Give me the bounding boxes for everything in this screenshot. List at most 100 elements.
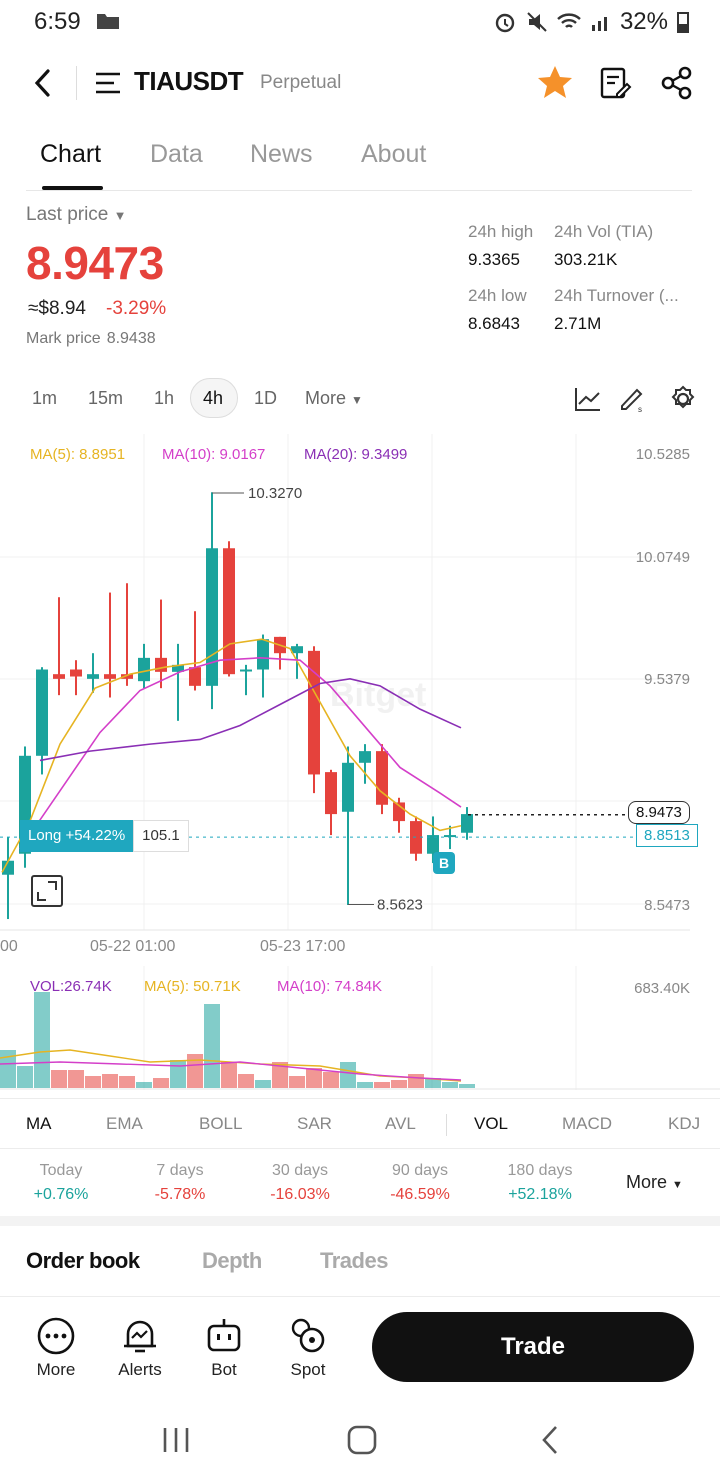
home-icon[interactable] [346, 1424, 378, 1456]
vol-ma10-legend: MA(10): 74.84K [277, 978, 383, 995]
interval-1m[interactable]: 1m [32, 388, 58, 408]
share-icon[interactable] [660, 66, 694, 100]
indicator-boll[interactable]: BOLL [199, 1114, 243, 1133]
mute-icon [527, 12, 547, 32]
trade-button[interactable]: Trade [372, 1312, 694, 1382]
bot-label[interactable]: Bot [211, 1360, 237, 1379]
tab-order-book[interactable]: Order book [26, 1248, 140, 1273]
indicator-avl[interactable]: AVL [385, 1114, 416, 1133]
interval-more-label: More [305, 388, 347, 408]
spot-coins-icon[interactable] [288, 1316, 328, 1356]
system-nav-bar [0, 1400, 720, 1480]
volume-bar [204, 1004, 220, 1088]
candle-body [87, 674, 99, 679]
low-value: 8.6843 [468, 314, 520, 333]
fullscreen-icon[interactable] [30, 874, 64, 908]
wifi-icon [557, 13, 581, 28]
indicator-sar[interactable]: SAR [297, 1114, 332, 1133]
candlestick-chart[interactable]: Bitget 10.3270 8.5623 [0, 434, 720, 964]
indicator-ema[interactable]: EMA [106, 1114, 143, 1133]
indicator-vol[interactable]: VOL [474, 1114, 509, 1133]
position-qty: 105.1 [133, 820, 189, 852]
current-price-tag: 8.9473 [628, 801, 690, 824]
ma-lines [1, 638, 462, 873]
volume-chart [0, 966, 720, 1090]
candle-body [138, 657, 150, 682]
buy-marker: B [433, 852, 455, 874]
last-price-selector[interactable]: Last price ▼ [26, 204, 127, 226]
candle-body [257, 639, 269, 670]
nav-back-icon[interactable] [538, 1424, 562, 1456]
x-axis-label-2: 05-22 01:00 [90, 938, 176, 955]
volume-bar [136, 1082, 152, 1088]
volume-bar [340, 1062, 356, 1088]
vol-label: 24h Vol (TIA) [554, 222, 654, 241]
recent-apps-icon[interactable] [160, 1426, 192, 1454]
volume-bar [255, 1080, 271, 1088]
settings-gear-icon[interactable] [668, 384, 698, 414]
indicator-ma[interactable]: MA [26, 1114, 52, 1133]
candle-body [359, 751, 371, 763]
indicator-kdj[interactable]: KDJ [668, 1114, 701, 1133]
volume-bar [85, 1076, 101, 1088]
y-axis-label-5: 8.5473 [644, 897, 690, 914]
candle-body [206, 548, 218, 686]
high-label: 24h high [468, 222, 534, 241]
status-time: 6:59 [34, 8, 81, 35]
tab-active-indicator [42, 186, 103, 190]
more-label[interactable]: More [36, 1360, 76, 1379]
notes-icon[interactable] [598, 66, 632, 100]
volume-bar [119, 1076, 135, 1088]
interval-1d[interactable]: 1D [254, 388, 278, 408]
volume-bar [102, 1074, 118, 1088]
tabs-divider [26, 190, 692, 191]
perf-value-90d: -46.59% [390, 1186, 450, 1203]
low-label: 24h low [468, 286, 527, 305]
high-value: 9.3365 [468, 250, 520, 269]
volume-bar [391, 1080, 407, 1088]
volume-bar [459, 1084, 475, 1088]
tab-data[interactable]: Data [150, 140, 203, 168]
interval-4h[interactable]: 4h [203, 388, 224, 408]
perf-label-today: Today [39, 1162, 83, 1179]
order-book-divider [0, 1296, 720, 1297]
candle-body [172, 664, 184, 672]
volume-bar [425, 1078, 441, 1088]
perf-more-button[interactable]: More ▼ [626, 1172, 683, 1193]
pair-title[interactable]: TIAUSDT [134, 66, 244, 96]
favorite-star-icon[interactable] [536, 64, 574, 100]
perf-label-180d: 180 days [507, 1162, 573, 1179]
indicator-macd[interactable]: MACD [562, 1114, 613, 1133]
tab-chart[interactable]: Chart [40, 140, 102, 168]
back-icon[interactable] [32, 68, 56, 98]
section-divider [0, 1216, 720, 1226]
draw-pen-icon[interactable]: s [618, 384, 646, 414]
tab-trades[interactable]: Trades [320, 1248, 388, 1273]
candle-body [121, 674, 133, 679]
perf-value-today: +0.76% [33, 1186, 89, 1203]
line-chart-icon[interactable] [574, 386, 602, 412]
candle-body [444, 835, 456, 838]
candle-body [291, 646, 303, 654]
candle-body [70, 669, 82, 677]
candle-body [2, 860, 14, 875]
volume-bar [306, 1068, 322, 1088]
bot-icon[interactable] [204, 1316, 244, 1356]
low-mark-label: 8.5623 [377, 897, 423, 914]
interval-15m[interactable]: 15m [88, 388, 124, 408]
volume-bar [289, 1076, 305, 1088]
menu-icon[interactable] [94, 70, 124, 96]
tab-about[interactable]: About [361, 140, 427, 168]
alert-bell-icon[interactable] [120, 1316, 160, 1356]
interval-more[interactable]: More ▼ [305, 388, 363, 409]
more-dots-icon[interactable] [36, 1316, 76, 1356]
interval-1h[interactable]: 1h [154, 388, 175, 408]
position-tag[interactable]: Long +54.22% 105.1 [20, 820, 189, 852]
spot-label[interactable]: Spot [290, 1360, 326, 1379]
ma10-line [19, 657, 462, 850]
alerts-label[interactable]: Alerts [118, 1360, 162, 1379]
tab-news[interactable]: News [250, 140, 313, 168]
alarm-icon [495, 13, 515, 33]
tab-depth[interactable]: Depth [202, 1248, 262, 1273]
vol-ma5-legend: MA(5): 50.71K [144, 978, 241, 995]
